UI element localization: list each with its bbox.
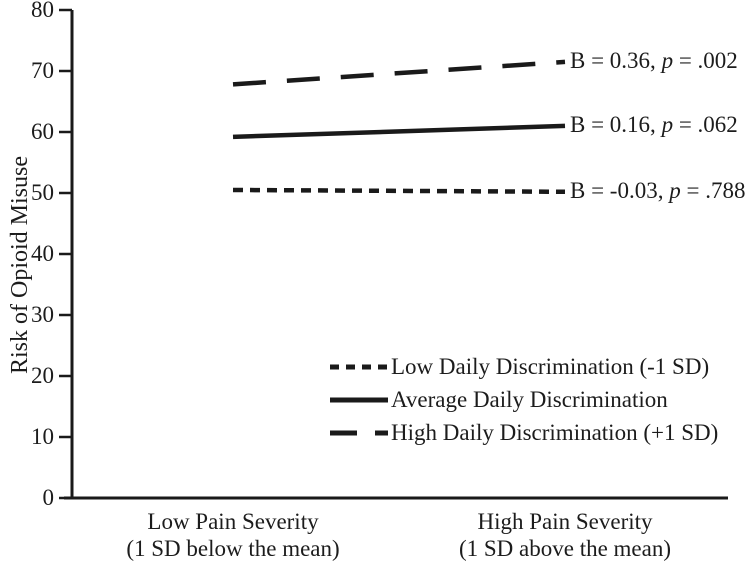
legend-item-average: Average Daily Discrimination <box>329 383 718 416</box>
stat-p-symbol: p <box>669 177 681 203</box>
series-line-short-dash <box>232 187 566 195</box>
y-tick-label: 30 <box>31 302 54 327</box>
stat-p-symbol: p <box>661 47 674 73</box>
legend-label-high: High Daily Discrimination (+1 SD) <box>391 419 719 445</box>
stat-b-value: B = -0.03, <box>570 177 670 203</box>
stat-p-symbol: p <box>661 111 674 137</box>
y-tick-label: 0 <box>42 485 55 510</box>
x-category-high-line1: High Pain Severity <box>477 509 653 534</box>
stat-b-value: B = 0.16, <box>570 111 662 137</box>
stat-b-value: B = 0.36, <box>570 47 662 73</box>
stat-annotation-high: B = 0.36, p = .002 <box>570 47 738 75</box>
y-tick-label: 60 <box>31 119 54 144</box>
legend-item-high: High Daily Discrimination (+1 SD) <box>329 416 718 449</box>
stat-annotation-average: B = 0.16, p = .062 <box>570 111 738 139</box>
y-tick-label: 70 <box>31 58 54 83</box>
stat-p-value: = .002 <box>673 47 738 73</box>
x-category-label-low: Low Pain Severity (1 SD below the mean) <box>101 508 365 562</box>
legend-label-average: Average Daily Discrimination <box>391 386 668 412</box>
stat-p-value: = .788 <box>680 177 746 203</box>
y-tick-label: 40 <box>31 241 54 266</box>
legend-short-dash-line-icon <box>330 364 388 369</box>
y-tick-label: 50 <box>31 180 54 205</box>
x-category-low-line2: (1 SD below the mean) <box>126 536 340 561</box>
series-line-long-dash <box>232 59 566 87</box>
legend-long-dash-line-icon <box>330 430 388 435</box>
legend-solid-line-icon <box>330 397 388 402</box>
chart-legend: Low Daily Discrimination (-1 SD) Average… <box>329 350 718 449</box>
y-tick-label: 10 <box>31 424 54 449</box>
x-category-low-line1: Low Pain Severity <box>147 509 319 534</box>
y-tick-label: 80 <box>31 0 54 22</box>
x-category-high-line2: (1 SD above the mean) <box>458 536 672 561</box>
series-line-solid <box>232 123 566 140</box>
stat-annotation-low: B = -0.03, p = .788 <box>570 177 745 205</box>
x-category-label-high: High Pain Severity (1 SD above the mean) <box>433 508 697 562</box>
y-tick-label: 20 <box>31 363 54 388</box>
stat-p-value: = .062 <box>673 111 738 137</box>
legend-item-low: Low Daily Discrimination (-1 SD) <box>329 350 718 383</box>
legend-label-low: Low Daily Discrimination (-1 SD) <box>391 353 710 379</box>
